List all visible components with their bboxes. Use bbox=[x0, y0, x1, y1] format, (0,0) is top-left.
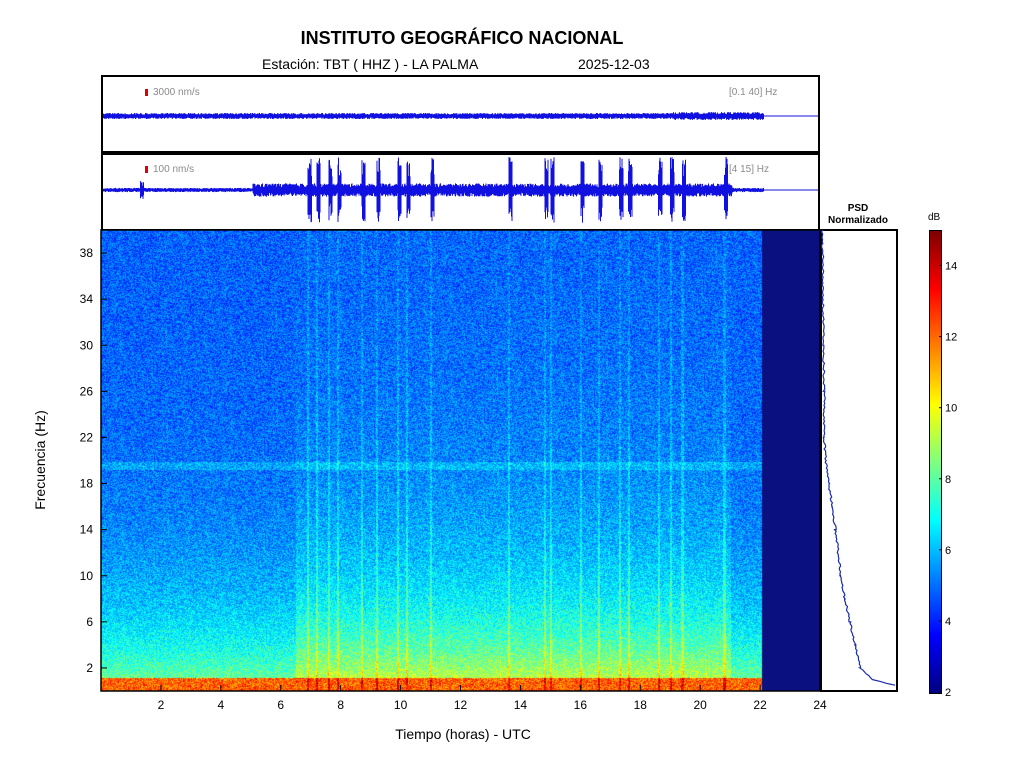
seismogram-trace bbox=[103, 157, 818, 223]
x-tick-label: 16 bbox=[574, 698, 588, 712]
colorbar-tick-label: 14 bbox=[945, 261, 957, 273]
x-tick-label: 12 bbox=[454, 698, 468, 712]
x-tick-label: 6 bbox=[277, 698, 284, 712]
y-tick-label: 38 bbox=[80, 246, 94, 260]
x-tick-label: 14 bbox=[514, 698, 528, 712]
colorbar-tick-label: 6 bbox=[945, 545, 951, 557]
x-tick-label: 18 bbox=[634, 698, 648, 712]
x-tick-label: 24 bbox=[813, 698, 827, 712]
x-tick-label: 4 bbox=[217, 698, 224, 712]
y-tick-label: 2 bbox=[86, 661, 93, 675]
y-tick-label: 26 bbox=[80, 384, 94, 398]
psd-curve bbox=[820, 229, 896, 686]
x-axis-label: Tiempo (horas) - UTC bbox=[395, 726, 531, 742]
seismogram-trace bbox=[103, 112, 818, 120]
band-label-filtered: [4 15] Hz bbox=[729, 164, 770, 175]
y-tick-label: 14 bbox=[80, 523, 94, 537]
y-tick-label: 18 bbox=[80, 477, 94, 491]
colorbar-tick-label: 4 bbox=[945, 616, 951, 628]
colorbar-tick-label: 2 bbox=[945, 687, 951, 699]
seismogram-filtered-panel bbox=[101, 153, 820, 231]
colorbar bbox=[929, 230, 942, 694]
colorbar-tick-label: 10 bbox=[945, 403, 957, 415]
x-tick-label: 10 bbox=[394, 698, 408, 712]
band-label-broadband: [0.1 40] Hz bbox=[729, 87, 778, 98]
colorbar-tick-label: 12 bbox=[945, 332, 957, 344]
y-tick-label: 22 bbox=[80, 430, 94, 444]
y-axis-label: Frecuencia (Hz) bbox=[32, 410, 48, 510]
scale-bar-filtered bbox=[145, 166, 148, 173]
y-tick-label: 10 bbox=[80, 569, 94, 583]
colorbar-ticks: 2 4 6 8 10 12 14 bbox=[939, 261, 957, 699]
date-label: 2025-12-03 bbox=[578, 56, 650, 72]
spectrogram-heatmap bbox=[101, 230, 820, 691]
colorbar-tick-label: 8 bbox=[945, 474, 951, 486]
y-tick-label: 30 bbox=[80, 338, 94, 352]
chart-title: INSTITUTO GEOGRÁFICO NACIONAL bbox=[300, 28, 624, 48]
scale-label-broadband: 3000 nm/s bbox=[153, 87, 200, 98]
x-tick-label: 8 bbox=[337, 698, 344, 712]
seismogram-broadband-panel bbox=[101, 75, 820, 153]
scale-bar-broadband bbox=[145, 89, 148, 96]
colorbar-unit: dB bbox=[928, 212, 941, 223]
x-tick-label: 2 bbox=[158, 698, 165, 712]
y-tick-label: 34 bbox=[80, 292, 94, 306]
psd-title-line2: Normalizado bbox=[827, 215, 888, 226]
station-label: Estación: TBT ( HHZ ) - LA PALMA bbox=[262, 56, 479, 72]
x-tick-label: 22 bbox=[753, 698, 767, 712]
x-tick-label: 20 bbox=[693, 698, 707, 712]
psd-panel bbox=[820, 229, 898, 692]
y-tick-label: 6 bbox=[86, 615, 93, 629]
psd-title-line1: PSD bbox=[847, 203, 869, 214]
scale-label-filtered: 100 nm/s bbox=[153, 164, 195, 175]
